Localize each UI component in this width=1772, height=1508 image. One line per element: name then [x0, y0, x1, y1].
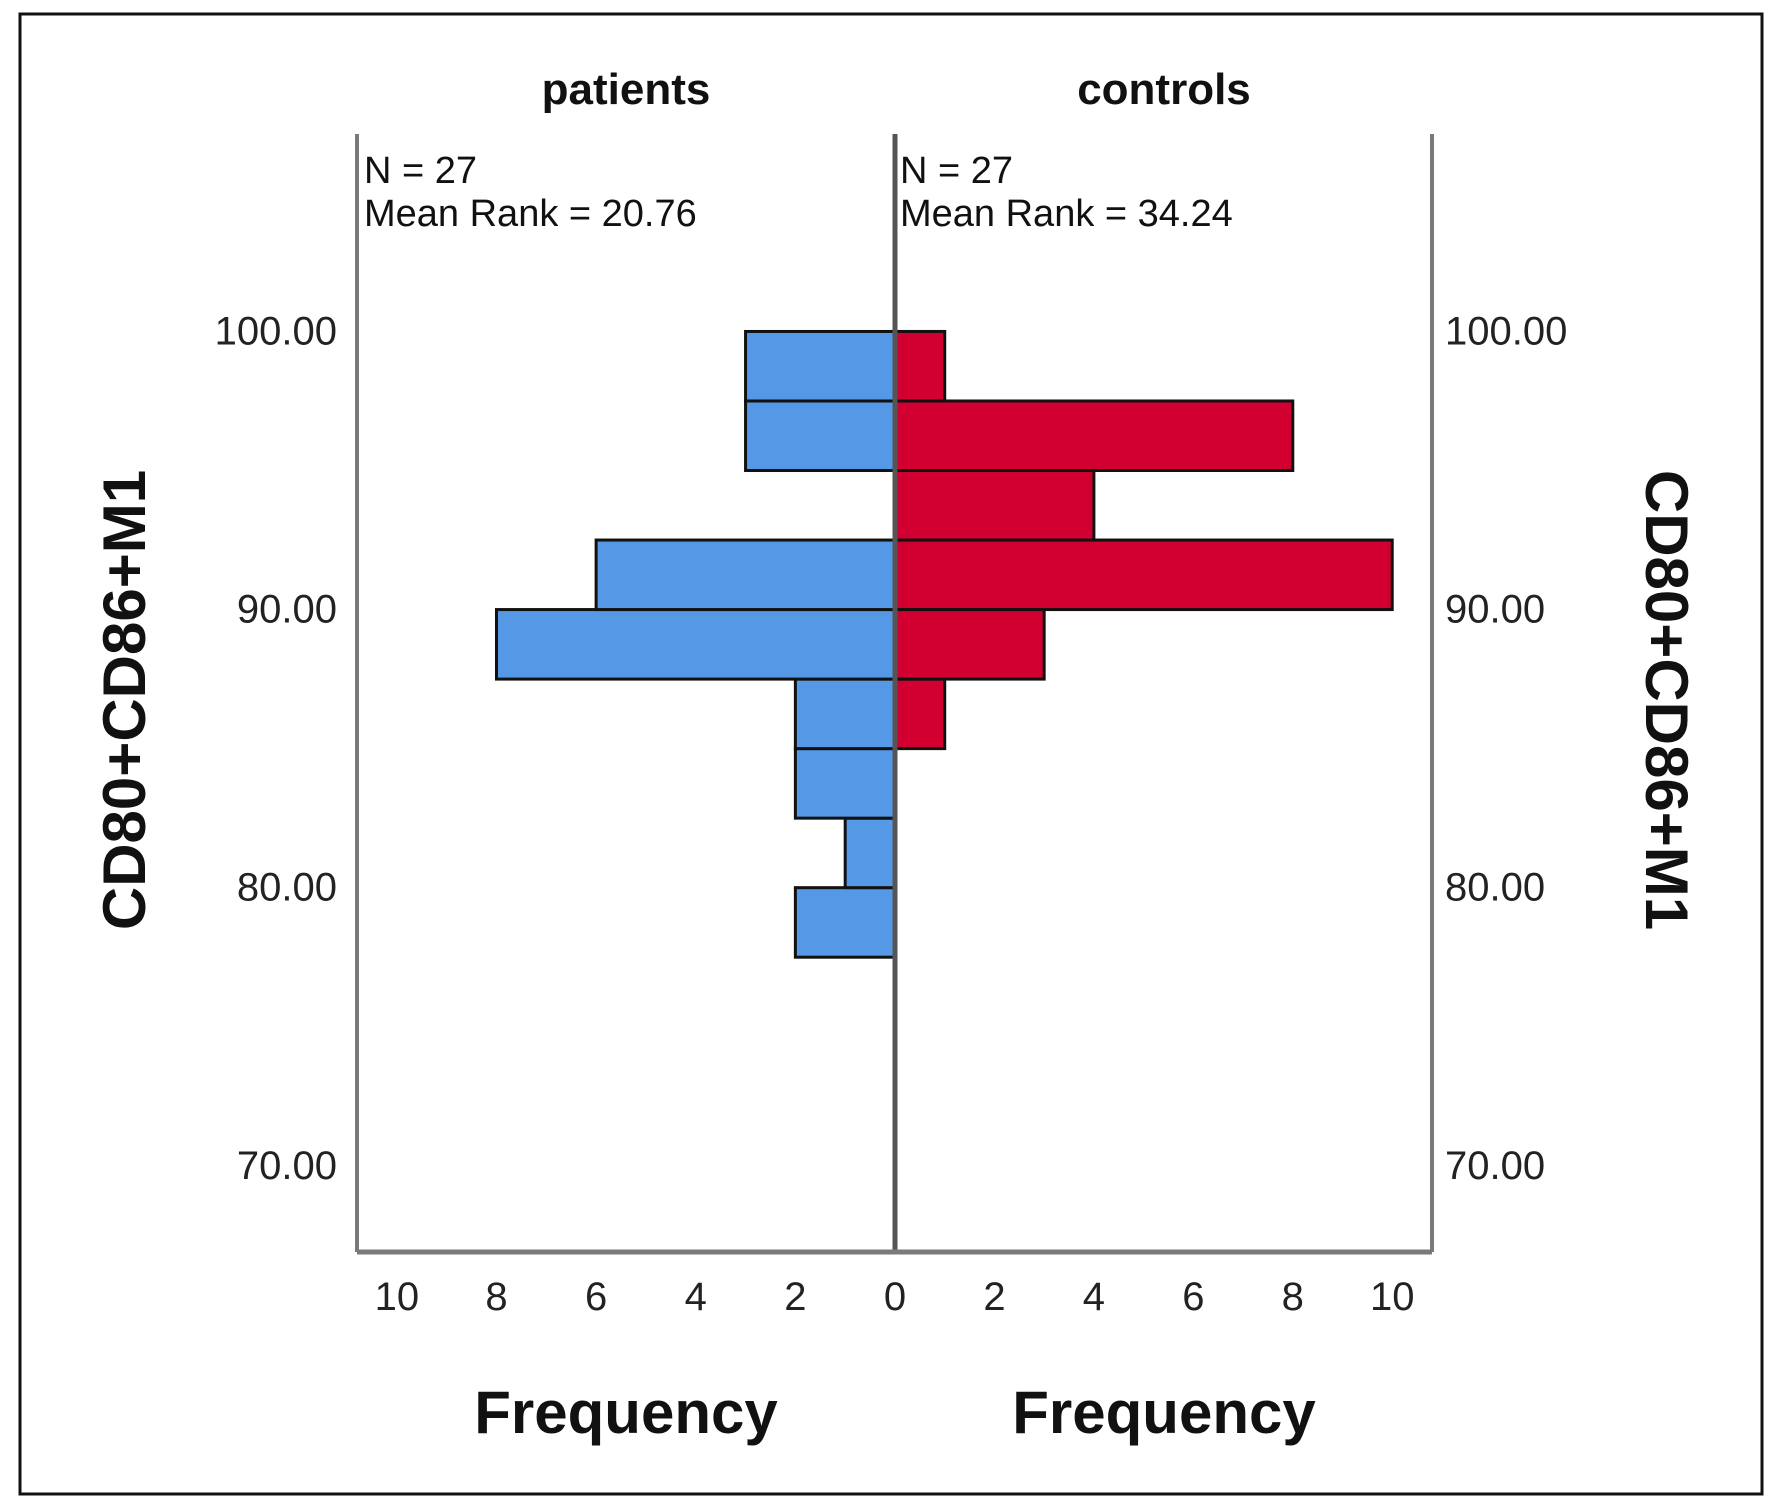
panel-title-controls: controls: [1077, 65, 1251, 114]
x-tick-controls-4: 4: [1083, 1275, 1105, 1319]
x-axis-title-controls: Frequency: [1012, 1379, 1316, 1446]
x-tick-patients-8: 8: [485, 1275, 507, 1319]
y-tick-left-90.00: 90.00: [237, 588, 337, 632]
x-tick-controls-10: 10: [1370, 1275, 1415, 1319]
x-tick-patients-6: 6: [585, 1275, 607, 1319]
y-tick-right-70.00: 70.00: [1445, 1144, 1545, 1188]
bar-patients-88.75: [494, 608, 897, 681]
left-y-axis-title: CD80+CD86+M1: [91, 470, 158, 930]
x-tick-patients-10: 10: [375, 1275, 420, 1319]
y-tick-left-100.00: 100.00: [215, 309, 337, 353]
bar-patients-91.25: [594, 538, 897, 612]
axes-layer: [355, 134, 1434, 1255]
bar-controls-93.75: [893, 469, 1096, 542]
bar-controls-98.75: [893, 329, 947, 403]
ticks-layer: 70.00 70.00 80.00 80.00 90.00 90.00 100.00 100.…: [215, 309, 1568, 1319]
y-tick-left-70.00: 70.00: [237, 1144, 337, 1188]
bar-controls-86.25: [893, 677, 947, 751]
x-tick-controls-6: 6: [1182, 1275, 1204, 1319]
y-tick-right-100.00: 100.00: [1445, 309, 1567, 353]
x-axis-title-patients: Frequency: [474, 1379, 778, 1446]
x-tick-patients-2: 2: [784, 1275, 806, 1319]
bar-controls-91.25: [893, 538, 1394, 612]
patients-n-label: N = 27: [364, 150, 477, 192]
controls-n-label: N = 27: [900, 150, 1013, 192]
bar-patients-81.25: [843, 816, 897, 890]
controls-mean-rank-label: Mean Rank = 34.24: [900, 193, 1233, 235]
bar-patients-83.75: [793, 747, 897, 820]
right-y-axis-title: CD80+CD86+M1: [1633, 470, 1700, 930]
x-tick-patients-0: 0: [884, 1275, 906, 1319]
y-tick-right-80.00: 80.00: [1445, 866, 1545, 910]
patients-mean-rank-label: Mean Rank = 20.76: [364, 193, 697, 235]
bars-layer: [494, 329, 1394, 959]
bar-patients-78.75: [793, 886, 897, 959]
bar-controls-88.75: [893, 608, 1046, 681]
titles-layer: patients controls N = 27 Mean Rank = 20.…: [91, 65, 1700, 1446]
bar-patients-98.75: [744, 329, 897, 403]
bar-patients-96.25: [744, 399, 897, 473]
y-tick-left-80.00: 80.00: [237, 866, 337, 910]
y-tick-right-90.00: 90.00: [1445, 588, 1545, 632]
x-tick-patients-4: 4: [685, 1275, 707, 1319]
x-tick-controls-2: 2: [983, 1275, 1005, 1319]
panel-title-patients: patients: [542, 65, 711, 114]
bar-patients-86.25: [793, 677, 897, 751]
x-tick-controls-8: 8: [1282, 1275, 1304, 1319]
bar-controls-96.25: [893, 399, 1295, 473]
